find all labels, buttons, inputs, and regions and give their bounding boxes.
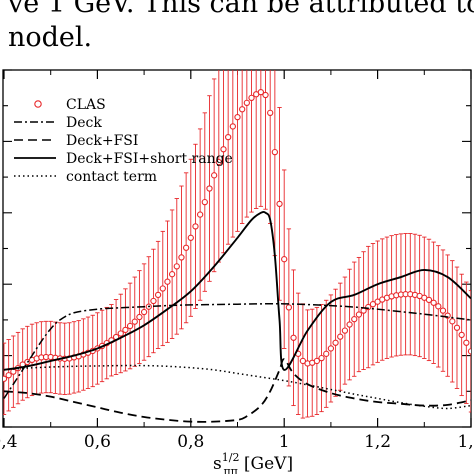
clas-point [206,185,213,192]
clas-point [271,148,279,156]
clas-point [257,88,264,96]
clas-point [196,211,204,218]
legend-item-deck-fsi-short-range: Deck+FSI+short range [14,151,233,167]
x-axis-label-sup: 1/2 [222,451,240,464]
series-line-contact-term [3,364,471,410]
clas-point [369,301,377,308]
clas-point [360,307,367,314]
clas-data-points [3,70,471,419]
clas-point [341,327,349,334]
clas-point [201,198,208,206]
legend-item-clas: CLAS [34,97,106,113]
clas-point [122,326,129,334]
clas-point [267,109,274,116]
clas-point [131,318,138,325]
legend-label-clas: CLAS [66,97,106,113]
axis-ticks [3,69,472,428]
legend-label-contact-term: contact term [66,169,157,185]
paper-text-line-2: nodel. [8,22,93,53]
clas-point [281,256,288,263]
clas-point [318,354,325,362]
clas-point [154,291,162,299]
clas-point [187,234,194,241]
legend-clas-marker [34,100,42,108]
clas-point [178,254,185,261]
clas-point [215,158,222,166]
x-axis-label-base: s [213,454,222,474]
legend-item-deck-fsi: Deck+FSI [14,133,138,149]
legend-label-deck-fsi: Deck+FSI [66,133,138,149]
clas-point [313,357,321,365]
clas-point [168,271,176,278]
clas-point [290,334,297,341]
x-tick-label: 0,6 [84,432,111,452]
clas-point [248,94,255,101]
clas-point [332,339,339,346]
clas-point [243,99,250,106]
clas-point [159,285,166,292]
x-tick-label: 0,8 [177,432,204,452]
x-axis-label: s1/2 ππ [GeV] [213,451,293,474]
x-tick-label: 1,2 [364,432,391,452]
clas-point [239,106,246,113]
clas-point [126,322,134,330]
clas-point [262,91,269,99]
clas-point [425,296,433,304]
series-line-deck-fsi [3,358,471,423]
clas-point [435,303,442,310]
clas-point [140,308,148,316]
paper-text-line-1: ve 1 GeV. This can be attributed to [8,0,474,19]
clas-point [117,330,124,337]
clas-point [323,350,330,357]
clas-point [164,278,171,285]
clas-point [299,357,307,365]
clas-point [355,311,363,318]
series-line-deck-fsi-short-range [3,210,471,371]
clas-point [351,316,358,323]
clas-point [327,345,335,352]
clas-point [3,375,8,382]
clas-point [467,348,471,355]
clas-point [346,321,353,328]
clas-point [192,223,199,230]
legend-label-deck-fsi-short-range: Deck+FSI+short range [66,151,233,167]
clas-point [150,297,157,305]
x-tick-labels: 0,4 0,6 0,8 1 1,2 1,4 [0,432,474,452]
x-axis-label-unit: [GeV] [244,454,293,474]
legend: CLAS Deck Deck+FSI Deck+FSI+short range … [14,97,233,185]
x-tick-label: 0,4 [0,432,18,452]
clas-point [430,299,437,306]
series-line-deck [3,303,471,399]
x-tick-label: 1,4 [457,432,474,452]
clas-point [182,244,190,251]
clas-point [5,372,12,379]
clas-point [229,123,236,130]
x-axis-label-sub: ππ [223,465,237,474]
x-tick-label: 1 [279,432,290,452]
legend-label-deck: Deck [66,115,102,131]
model-curves [3,210,471,423]
clas-point [234,113,241,121]
clas-point [210,172,218,179]
legend-item-contact-term: contact term [14,169,157,185]
clas-point [463,339,470,346]
clas-point [136,313,143,321]
clas-point [173,263,180,270]
clas-point [220,146,227,153]
clas-point [453,324,461,331]
legend-item-deck: Deck [14,115,102,131]
clas-point [449,318,456,325]
clas-point [225,133,232,141]
clas-point [337,333,344,340]
clas-point [276,200,283,208]
clas-point [458,331,465,339]
clas-point [285,304,293,311]
clas-point [439,307,447,314]
